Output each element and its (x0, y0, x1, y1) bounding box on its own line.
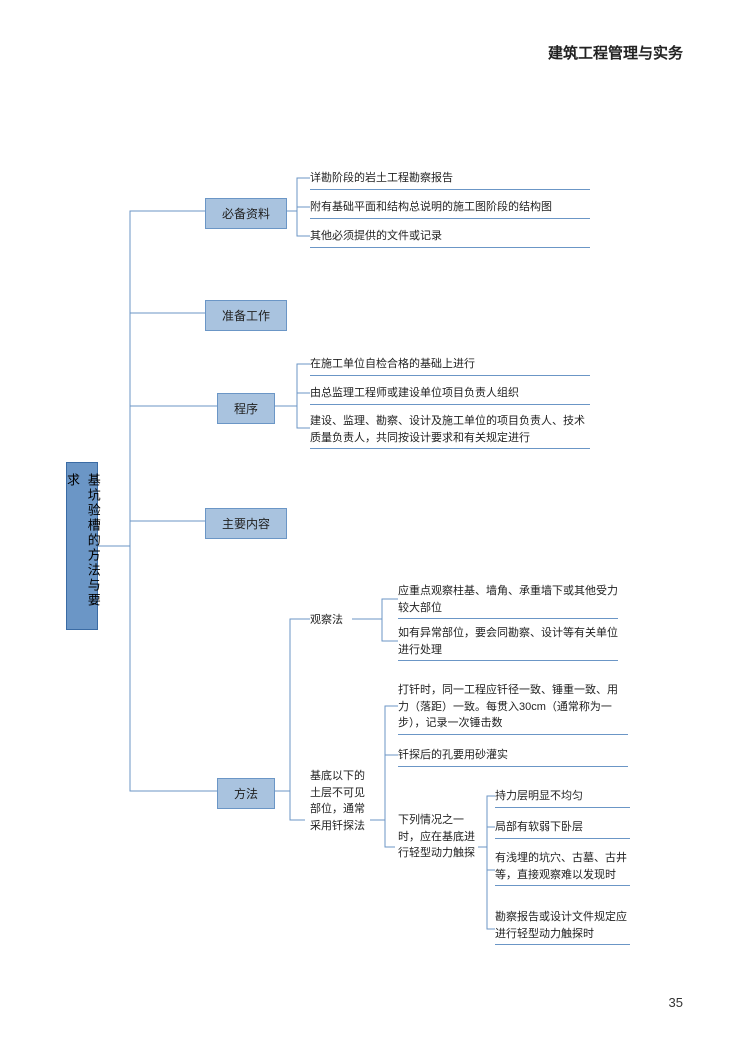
root-label: 基坑验槽的方法与要求 (61, 473, 103, 619)
method-probe: 基底以下的土层不可见部位，通常采用钎探法 (310, 768, 370, 834)
branch-label: 程序 (234, 402, 258, 416)
branch-procedure: 程序 (217, 393, 275, 424)
leaf-sub-3: 勘察报告或设计文件规定应进行轻型动力触探时 (495, 909, 630, 945)
leaf-b1-2: 其他必须提供的文件或记录 (310, 228, 590, 248)
leaf-b1-1: 附有基础平面和结构总说明的施工图阶段的结构图 (310, 199, 590, 219)
leaf-m2-0: 打钎时，同一工程应钎径一致、锤重一致、用力（落距）一致。每贯入30cm（通常称为… (398, 682, 628, 735)
branch-label: 主要内容 (222, 517, 270, 531)
sub-conditions: 下列情况之一时，应在基底进行轻型动力触探 (398, 812, 478, 862)
root-node: 基坑验槽的方法与要求 (66, 462, 98, 630)
branch-label: 方法 (234, 787, 258, 801)
leaf-m2-1: 钎探后的孔要用砂灌实 (398, 747, 628, 767)
leaf-m1-1: 如有异常部位，要会同勘察、设计等有关单位进行处理 (398, 625, 618, 661)
method-observation: 观察法 (310, 612, 343, 629)
page-number: 35 (669, 995, 683, 1010)
leaf-b3-1: 由总监理工程师或建设单位项目负责人组织 (310, 385, 590, 405)
page-header: 建筑工程管理与实务 (548, 42, 683, 63)
branch-label: 准备工作 (222, 309, 270, 323)
branch-main-content: 主要内容 (205, 508, 287, 539)
leaf-sub-1: 局部有软弱下卧层 (495, 819, 630, 839)
leaf-b3-0: 在施工单位自检合格的基础上进行 (310, 356, 590, 376)
branch-required-materials: 必备资料 (205, 198, 287, 229)
leaf-m1-0: 应重点观察柱基、墙角、承重墙下或其他受力较大部位 (398, 583, 618, 619)
leaf-sub-2: 有浅埋的坑穴、古墓、古井等，直接观察难以发现时 (495, 850, 630, 886)
branch-label: 必备资料 (222, 207, 270, 221)
branch-methods: 方法 (217, 778, 275, 809)
leaf-sub-0: 持力层明显不均匀 (495, 788, 630, 808)
leaf-b3-2: 建设、监理、勘察、设计及施工单位的项目负责人、技术质量负责人，共同按设计要求和有… (310, 413, 590, 449)
branch-preparation: 准备工作 (205, 300, 287, 331)
connector-lines (0, 0, 743, 1052)
leaf-b1-0: 详勘阶段的岩土工程勘察报告 (310, 170, 590, 190)
